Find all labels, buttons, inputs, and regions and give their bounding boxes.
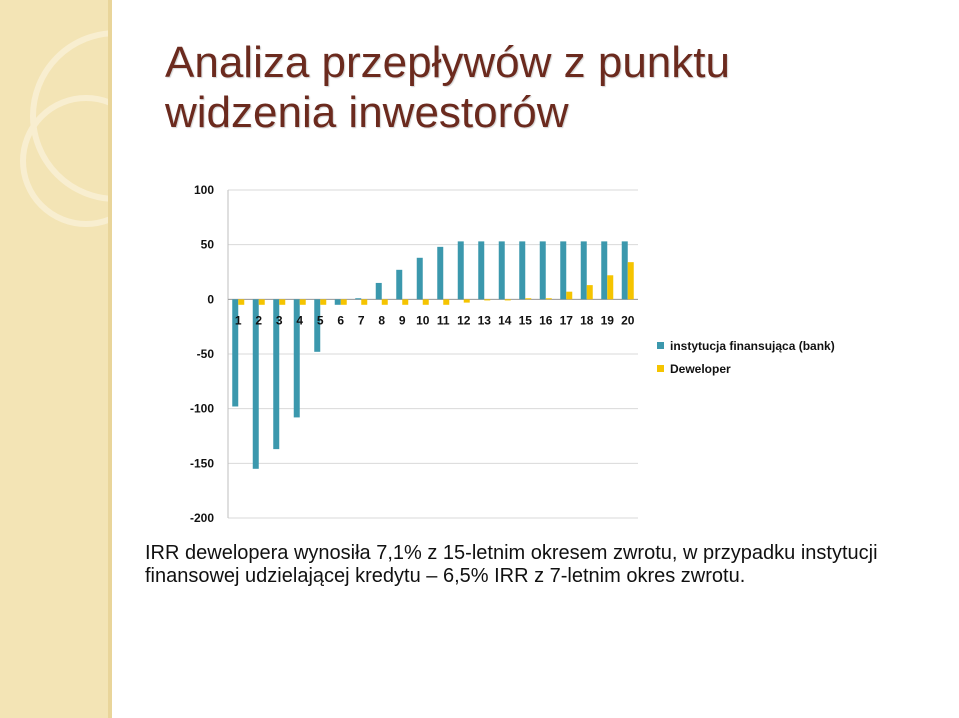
x-tick-label: 20 — [621, 313, 635, 327]
bar-bank — [396, 269, 403, 300]
x-tick-label: 17 — [560, 313, 574, 327]
bar-bank — [416, 257, 423, 300]
bar-developer — [484, 299, 491, 301]
chart-legend: instytucja finansująca (bank) Deweloper — [657, 334, 835, 380]
x-tick-label: 5 — [317, 313, 324, 327]
slide-title: Analiza przepływów z punktu widzenia inw… — [165, 38, 925, 138]
x-tick-label: 11 — [437, 313, 450, 327]
bar-developer — [607, 275, 614, 300]
y-tick-label: 0 — [207, 292, 214, 306]
bar-developer — [320, 299, 327, 305]
bar-developer — [504, 299, 511, 301]
y-tick-label: 50 — [201, 238, 215, 252]
bar-bank — [539, 241, 546, 300]
bar-developer — [279, 299, 286, 305]
bar-developer — [443, 299, 450, 305]
x-tick-label: 19 — [601, 313, 615, 327]
legend-swatch-bank — [657, 342, 664, 349]
slide-body-text: IRR dewelopera wynosiła 7,1% z 15-letnim… — [145, 542, 878, 587]
bar-bank — [314, 299, 321, 352]
bar-developer — [381, 299, 388, 305]
y-tick-label: 100 — [194, 183, 214, 197]
x-tick-label: 1 — [235, 313, 242, 327]
bar-developer — [463, 299, 470, 303]
bar-developer — [525, 298, 532, 300]
bar-bank — [375, 282, 382, 300]
bar-developer — [566, 291, 573, 300]
x-tick-label: 8 — [378, 313, 385, 327]
x-tick-label: 16 — [539, 313, 553, 327]
bar-bank — [457, 241, 464, 300]
x-tick-label: 12 — [457, 313, 471, 327]
y-tick-label: -100 — [190, 402, 214, 416]
x-tick-label: 14 — [498, 313, 512, 327]
bar-bank — [355, 298, 362, 300]
bar-bank — [478, 241, 485, 300]
x-tick-label: 9 — [399, 313, 406, 327]
bar-developer — [238, 299, 245, 305]
bar-bank — [273, 299, 280, 450]
bar-bank — [519, 241, 526, 300]
bar-developer — [586, 285, 593, 300]
slide-title-line-2: widzenia inwestorów — [165, 88, 569, 137]
x-tick-label: 3 — [276, 313, 283, 327]
legend-swatch-developer — [657, 365, 664, 372]
x-tick-label: 7 — [358, 313, 365, 327]
bar-developer — [627, 262, 634, 300]
bar-bank — [621, 241, 628, 300]
y-tick-label: -50 — [197, 347, 215, 361]
bar-bank — [498, 241, 505, 300]
bar-developer — [340, 299, 347, 305]
bar-bank — [601, 241, 608, 300]
bar-bank — [232, 299, 239, 407]
decorative-sidebar — [0, 0, 110, 718]
bar-developer — [402, 299, 409, 305]
x-tick-label: 15 — [519, 313, 533, 327]
bar-bank — [580, 241, 587, 300]
x-tick-label: 18 — [580, 313, 594, 327]
legend-item-developer: Deweloper — [657, 357, 835, 380]
y-tick-label: -200 — [190, 511, 214, 525]
legend-label-developer: Deweloper — [670, 361, 731, 376]
slide-title-line-1: Analiza przepływów z punktu — [165, 38, 730, 87]
bar-bank — [334, 299, 341, 305]
x-tick-label: 2 — [255, 313, 262, 327]
bar-developer — [258, 299, 265, 305]
y-tick-label: -150 — [190, 456, 214, 470]
bar-bank — [560, 241, 567, 300]
bar-developer — [299, 299, 306, 305]
legend-item-bank: instytucja finansująca (bank) — [657, 334, 835, 357]
bar-bank — [293, 299, 300, 418]
bar-developer — [545, 298, 552, 300]
x-tick-label: 10 — [416, 313, 430, 327]
x-tick-label: 4 — [296, 313, 303, 327]
sidebar-edge — [108, 0, 112, 718]
x-tick-label: 13 — [478, 313, 492, 327]
bar-developer — [361, 299, 368, 305]
bar-bank — [437, 246, 444, 300]
bar-bank — [252, 299, 259, 469]
bar-developer — [422, 299, 429, 305]
legend-label-bank: instytucja finansująca (bank) — [670, 338, 835, 353]
x-tick-label: 6 — [337, 313, 344, 327]
